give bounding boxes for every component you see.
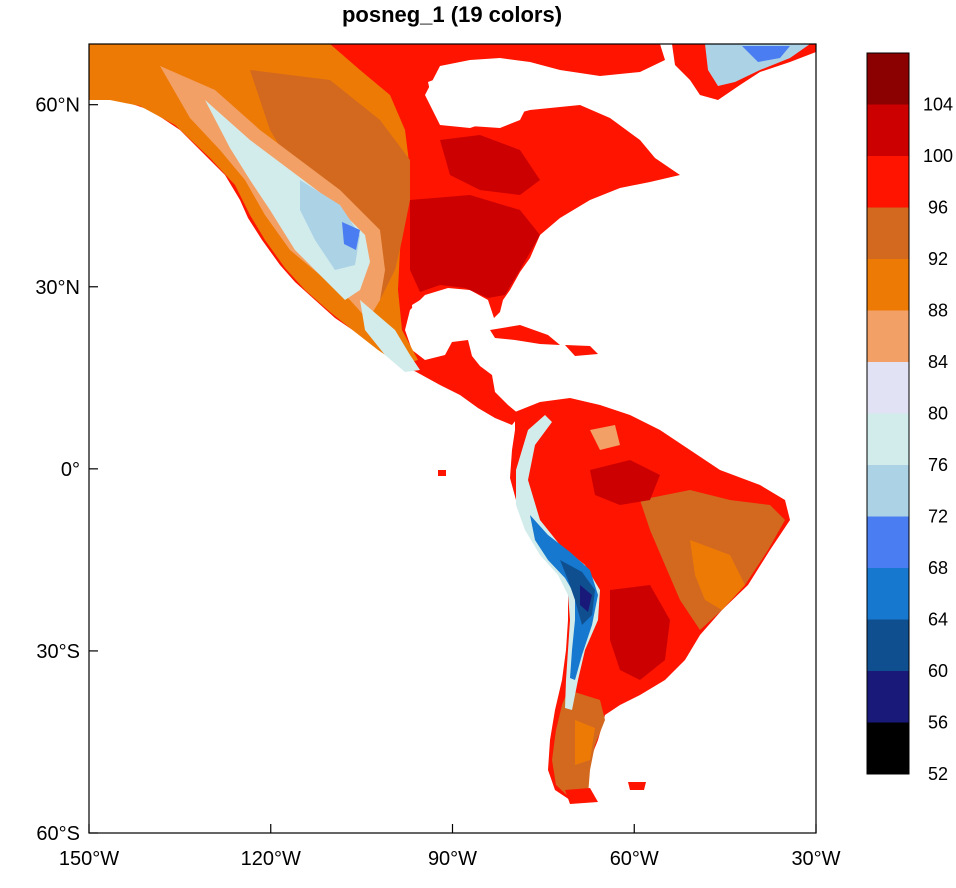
greenland-summit [742, 46, 790, 62]
lat-tick-label: 60°N [35, 95, 80, 117]
colorbar-swatch [867, 516, 909, 568]
land-layer [89, 44, 816, 804]
lon-tick-label: 120°W [241, 848, 301, 870]
colorbar-label: 56 [928, 713, 948, 733]
colorbar-label: 96 [928, 198, 948, 218]
colorbar-label: 68 [928, 558, 948, 578]
colorbar-swatch [867, 722, 909, 774]
colorbar-swatch [867, 104, 909, 156]
colorado-plateau-blue [342, 222, 360, 250]
colorbar-label: 84 [928, 352, 948, 372]
falklands [628, 782, 646, 790]
altiplano-core [580, 585, 592, 612]
greenland-ice-cap [705, 44, 810, 86]
colorbar-label: 88 [928, 301, 948, 321]
colorbar: 52 56 60 64 68 72 76 80 84 88 92 96 100 104 [866, 52, 953, 784]
patagonia-orange [575, 720, 595, 765]
lon-tick-label: 60°W [610, 848, 659, 870]
amazon-dark [590, 460, 660, 505]
colorbar-swatch [867, 413, 909, 465]
lat-tick-label: 0° [61, 459, 80, 481]
rocky-mountains-blue [300, 180, 360, 270]
brazilian-highlands-orange [690, 540, 745, 610]
colorbar-label: 76 [928, 455, 948, 475]
colorbar-swatch [867, 619, 909, 671]
colorbar-label: 104 [923, 95, 953, 115]
colorbar-frame [866, 52, 910, 775]
colorbar-label: 64 [928, 610, 948, 630]
hispaniola [565, 345, 598, 356]
tierra-del-fuego [565, 788, 598, 804]
colorbar-swatch [867, 568, 909, 620]
colorbar-label: 80 [928, 404, 948, 424]
boreal-dark [440, 135, 540, 195]
colorbar-label: 92 [928, 249, 948, 269]
gulf-of-mexico [412, 292, 488, 350]
mexican-plateau [360, 300, 420, 372]
colorbar-label: 72 [928, 507, 948, 527]
longitude-ticks: 150°W 120°W 90°W 60°W 30°W [59, 824, 841, 870]
colorbar-label: 52 [928, 764, 948, 784]
latitude-ticks: 60°N 30°N 0° 30°S 60°S [35, 95, 98, 845]
map-title: posneg_1 (19 colors) [341, 2, 563, 27]
colorbar-swatch [867, 465, 909, 517]
eastern-us-dark [410, 195, 540, 298]
chaco-dark [610, 585, 670, 680]
guiana-highlands [590, 425, 620, 450]
lat-tick-label: 30°N [35, 277, 80, 299]
colorbar-swatch [867, 310, 909, 362]
colorbar-swatch [867, 53, 909, 105]
cuba [490, 325, 560, 345]
lat-tick-label: 30°S [36, 641, 80, 663]
lon-tick-label: 150°W [59, 848, 119, 870]
colorbar-label: 100 [923, 146, 953, 166]
colorbar-swatch [867, 362, 909, 414]
colorbar-label: 60 [928, 661, 948, 681]
lon-tick-label: 90°W [428, 848, 477, 870]
colorbar-swatch [867, 207, 909, 259]
hudson-bay [428, 68, 530, 128]
colorbar-swatch [867, 156, 909, 208]
colorbar-swatch [867, 671, 909, 723]
andes-blue [530, 515, 598, 680]
lat-tick-label: 60°S [36, 823, 80, 845]
colorbar-swatch [867, 259, 909, 311]
lon-tick-label: 30°W [791, 848, 840, 870]
galapagos [438, 470, 446, 476]
